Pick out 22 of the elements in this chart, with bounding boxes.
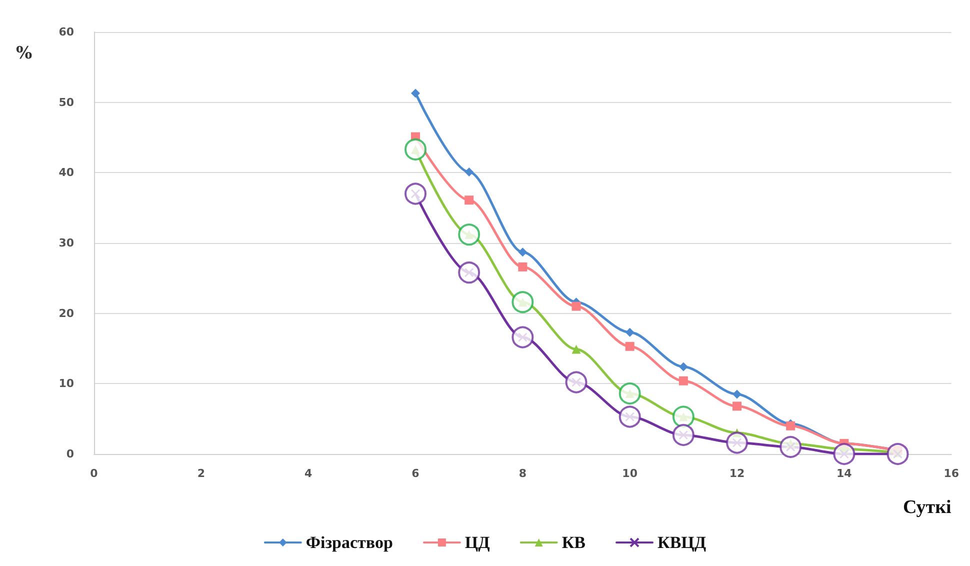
y-tick-label: 10 bbox=[58, 377, 74, 390]
x-tick-label: 10 bbox=[622, 467, 638, 480]
x-tick-label: 12 bbox=[729, 467, 745, 480]
y-tick-label: 20 bbox=[58, 306, 74, 320]
legend-label: КВ bbox=[562, 533, 586, 552]
y-tick-label: 50 bbox=[58, 96, 74, 109]
y-tick-label: 0 bbox=[66, 448, 74, 460]
x-tick-label: 2 bbox=[197, 467, 205, 480]
y-tick-label: 40 bbox=[58, 166, 74, 180]
legend-label: Фізраствор bbox=[306, 533, 393, 552]
x-tick-label: 6 bbox=[412, 467, 420, 480]
x-tick-label: 4 bbox=[304, 467, 313, 480]
y-axis-title: % bbox=[16, 44, 32, 64]
legend-label: КВЦД bbox=[658, 533, 706, 552]
legend-label: ЦД bbox=[464, 533, 490, 552]
x-tick-label: 0 bbox=[90, 467, 98, 480]
x-tick-label: 16 bbox=[944, 467, 960, 480]
x-tick-label: 8 bbox=[518, 467, 526, 480]
x-axis-title: Суткі bbox=[903, 497, 952, 518]
x-tick-label: 14 bbox=[836, 467, 852, 480]
y-tick-label: 60 bbox=[58, 26, 74, 38]
y-tick-label: 30 bbox=[58, 236, 74, 250]
